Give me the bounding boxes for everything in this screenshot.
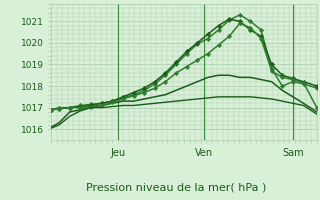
Text: Sam: Sam: [282, 148, 304, 158]
Text: Ven: Ven: [195, 148, 213, 158]
Text: Jeu: Jeu: [110, 148, 125, 158]
Text: Pression niveau de la mer( hPa ): Pression niveau de la mer( hPa ): [86, 182, 266, 192]
